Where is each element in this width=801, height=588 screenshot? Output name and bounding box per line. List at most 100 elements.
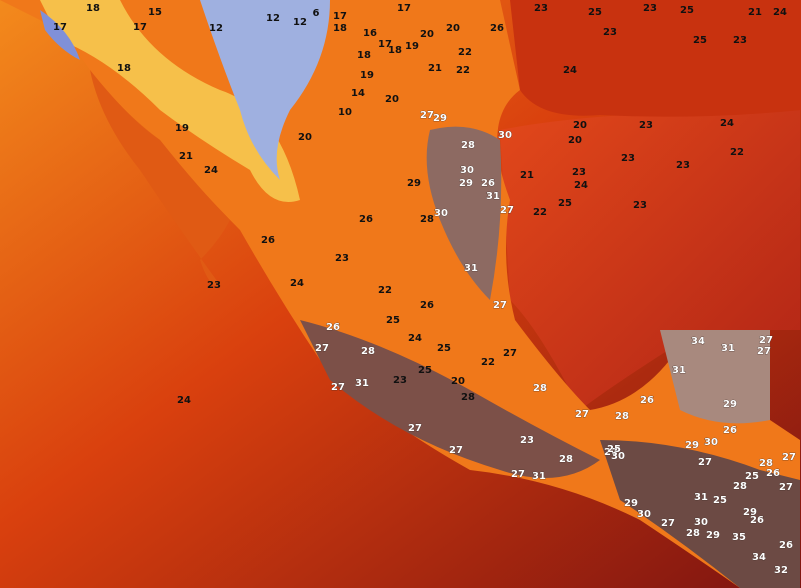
- temperature-label: 23: [534, 3, 548, 14]
- temperature-label: 23: [621, 153, 635, 164]
- temperature-label: 23: [643, 3, 657, 14]
- gulf-of-mexico: [500, 110, 800, 410]
- temperature-label: 17: [133, 22, 147, 33]
- temperature-label: 31: [694, 492, 708, 503]
- temperature-label: 27: [511, 469, 525, 480]
- temperature-label: 24: [290, 278, 304, 289]
- temperature-label: 18: [86, 3, 100, 14]
- temperature-label: 14: [351, 88, 365, 99]
- temperature-label: 25: [693, 35, 707, 46]
- temperature-label: 24: [574, 180, 588, 191]
- temperature-label: 29: [723, 399, 737, 410]
- temperature-label: 23: [572, 167, 586, 178]
- temperature-label: 12: [209, 23, 223, 34]
- temperature-label: 26: [490, 23, 504, 34]
- temperature-label: 20: [451, 376, 465, 387]
- temperature-label: 28: [686, 528, 700, 539]
- temperature-label: 29: [706, 530, 720, 541]
- temperature-label: 31: [355, 378, 369, 389]
- temperature-label: 29: [685, 440, 699, 451]
- temperature-label: 17: [53, 22, 67, 33]
- temperature-label: 27: [779, 482, 793, 493]
- temperature-label: 27: [408, 423, 422, 434]
- temperature-label: 22: [378, 285, 392, 296]
- temperature-label: 27: [500, 205, 514, 216]
- temperature-label: 24: [408, 333, 422, 344]
- temperature-label: 28: [461, 140, 475, 151]
- temperature-label: 10: [338, 107, 352, 118]
- warm-area: [660, 330, 770, 424]
- temperature-label: 23: [520, 435, 534, 446]
- temperature-label: 25: [588, 7, 602, 18]
- temperature-label: 18: [333, 23, 347, 34]
- temperature-label: 30: [637, 509, 651, 520]
- temperature-label: 25: [418, 365, 432, 376]
- temperature-label: 26: [326, 322, 340, 333]
- temperature-label: 19: [405, 41, 419, 52]
- temperature-label: 20: [385, 94, 399, 105]
- temperature-label: 20: [298, 132, 312, 143]
- temperature-label: 19: [360, 70, 374, 81]
- temperature-label: 27: [503, 348, 517, 359]
- temperature-label: 25: [713, 495, 727, 506]
- temperature-label: 24: [204, 165, 218, 176]
- temperature-label: 31: [532, 471, 546, 482]
- temperature-label: 21: [520, 170, 534, 181]
- temperature-label: 31: [486, 191, 500, 202]
- temperature-label: 20: [420, 29, 434, 40]
- temperature-label: 20: [573, 120, 587, 131]
- temperature-label: 28: [461, 392, 475, 403]
- temperature-label: 26: [420, 300, 434, 311]
- highlands-north: [40, 0, 300, 202]
- temperature-label: 23: [733, 35, 747, 46]
- temperature-label: 23: [676, 160, 690, 171]
- warm-area: [600, 440, 800, 588]
- temperature-label: 18: [117, 63, 131, 74]
- temperature-label: 24: [720, 118, 734, 129]
- temperature-label: 24: [773, 7, 787, 18]
- temperature-label: 28: [533, 383, 547, 394]
- temperature-label: 26: [779, 540, 793, 551]
- temperature-label: 22: [456, 65, 470, 76]
- temperature-label: 17: [333, 11, 347, 22]
- temperature-label: 28: [361, 346, 375, 357]
- temperature-label: 26: [359, 214, 373, 225]
- temperature-label: 27: [661, 518, 675, 529]
- temperature-label: 27: [315, 343, 329, 354]
- temperature-label: 19: [175, 123, 189, 134]
- temperature-label: 28: [559, 454, 573, 465]
- temperature-label: 27: [759, 335, 773, 346]
- temperature-label: 22: [730, 147, 744, 158]
- temperature-label: 28: [420, 214, 434, 225]
- temperature-label: 31: [721, 343, 735, 354]
- temperature-label: 25: [745, 471, 759, 482]
- temperature-label: 26: [640, 395, 654, 406]
- temperature-label: 34: [752, 552, 766, 563]
- temperature-label: 23: [393, 375, 407, 386]
- temperature-label: 23: [603, 27, 617, 38]
- temperature-label: 12: [266, 13, 280, 24]
- temperature-label: 20: [446, 23, 460, 34]
- temperature-label: 27: [449, 445, 463, 456]
- temperature-label: 21: [748, 7, 762, 18]
- temperature-label: 26: [481, 178, 495, 189]
- temperature-label: 28: [759, 458, 773, 469]
- temperature-label: 26: [261, 235, 275, 246]
- temperature-label: 23: [633, 200, 647, 211]
- temperature-label: 29: [624, 498, 638, 509]
- temperature-label: 21: [428, 63, 442, 74]
- temperature-label: 27: [698, 457, 712, 468]
- temperature-label: 23: [207, 280, 221, 291]
- temperature-label: 27: [331, 382, 345, 393]
- temperature-label: 35: [732, 532, 746, 543]
- temperature-label: 29: [459, 178, 473, 189]
- temperature-label: 34: [691, 336, 705, 347]
- temperature-label: 27: [493, 300, 507, 311]
- temperature-label: 27: [604, 447, 618, 458]
- temperature-label: 25: [437, 343, 451, 354]
- temperature-label: 22: [481, 357, 495, 368]
- temperature-label: 26: [723, 425, 737, 436]
- temperature-label: 27: [782, 452, 796, 463]
- temperature-label: 27: [420, 110, 434, 121]
